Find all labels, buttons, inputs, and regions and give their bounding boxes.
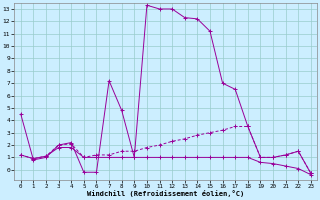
- X-axis label: Windchill (Refroidissement éolien,°C): Windchill (Refroidissement éolien,°C): [87, 190, 244, 197]
